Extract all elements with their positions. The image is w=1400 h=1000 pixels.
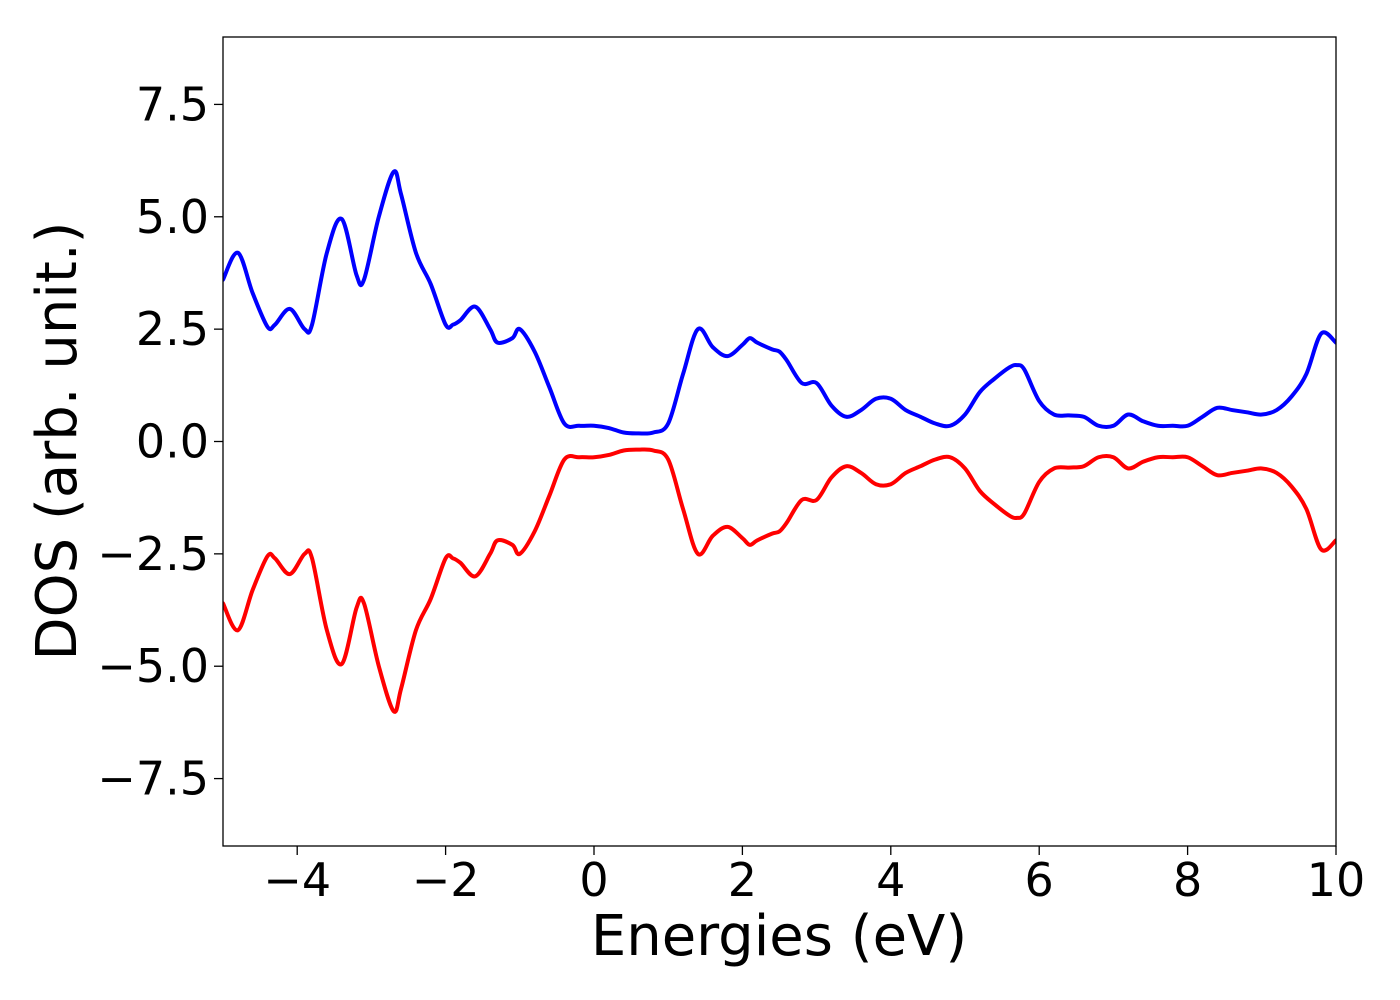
x-tick-label: 6 <box>1025 853 1054 907</box>
series-line-positive <box>223 169 1336 436</box>
y-tick-label: 5.0 <box>136 190 209 244</box>
x-tick-label: −4 <box>263 853 331 907</box>
x-tick-label: 10 <box>1307 853 1366 907</box>
plot-frame <box>222 36 1337 847</box>
y-tick-label: 2.5 <box>136 302 209 356</box>
x-tick-label: 2 <box>728 853 757 907</box>
series-line-negative <box>223 447 1336 714</box>
y-axis-ticks: −7.5 −5.0 −2.5 0.0 2.5 5.0 7.5 <box>97 77 223 806</box>
x-tick-label: 8 <box>1173 853 1202 907</box>
x-tick-label: −2 <box>412 853 480 907</box>
y-tick-label: −7.5 <box>97 752 209 806</box>
x-axis-ticks: −4 −2 0 2 4 6 8 10 <box>263 846 1365 907</box>
series-layer <box>223 169 1336 714</box>
y-tick-label: 0.0 <box>136 415 209 469</box>
x-axis-label: Energies (eV) <box>591 904 967 969</box>
y-tick-label: 7.5 <box>136 77 209 131</box>
y-tick-label: −2.5 <box>97 527 209 581</box>
x-tick-label: 4 <box>876 853 905 907</box>
y-axis-label: DOS (arb. unit.) <box>25 221 90 660</box>
x-tick-label: 0 <box>579 853 608 907</box>
y-tick-label: −5.0 <box>97 639 209 693</box>
